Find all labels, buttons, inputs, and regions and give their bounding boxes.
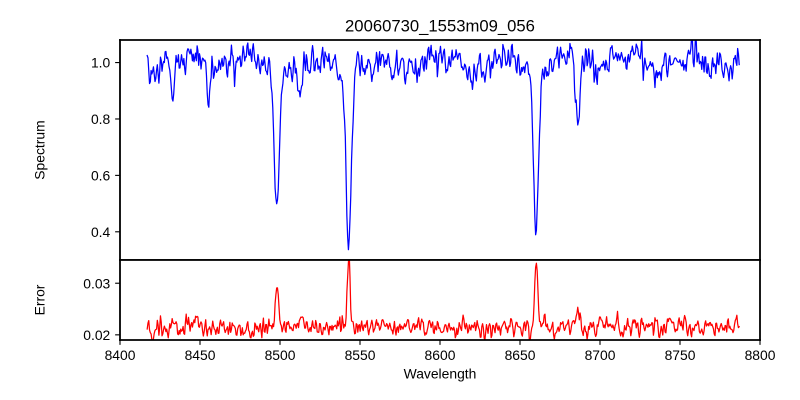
- svg-text:0.8: 0.8: [91, 111, 111, 127]
- svg-text:0.03: 0.03: [83, 275, 110, 291]
- svg-text:8400: 8400: [105, 347, 136, 363]
- svg-text:0.02: 0.02: [83, 327, 110, 343]
- svg-text:8450: 8450: [185, 347, 216, 363]
- svg-text:1.0: 1.0: [91, 55, 111, 71]
- svg-text:Spectrum: Spectrum: [31, 120, 47, 179]
- svg-text:8650: 8650: [505, 347, 536, 363]
- svg-text:8600: 8600: [425, 347, 456, 363]
- svg-text:8800: 8800: [745, 347, 776, 363]
- svg-text:8750: 8750: [665, 347, 696, 363]
- svg-text:8550: 8550: [345, 347, 376, 363]
- svg-text:8700: 8700: [585, 347, 616, 363]
- svg-text:Error: Error: [31, 284, 47, 315]
- svg-text:8500: 8500: [265, 347, 296, 363]
- svg-text:0.4: 0.4: [91, 224, 111, 240]
- svg-text:0.6: 0.6: [91, 167, 111, 183]
- svg-text:20060730_1553m09_056: 20060730_1553m09_056: [345, 17, 535, 36]
- svg-text:Wavelength: Wavelength: [404, 365, 477, 381]
